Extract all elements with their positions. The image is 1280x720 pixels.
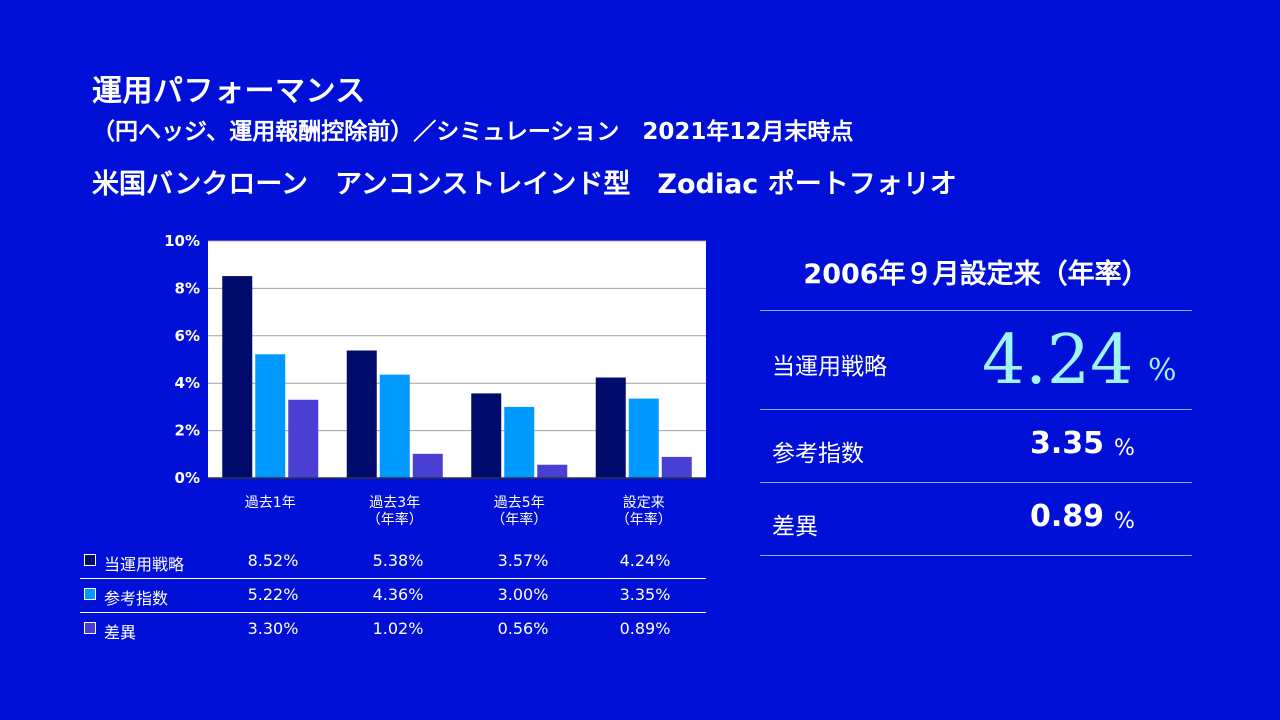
table-row: 差異 3.30% 1.02% 0.56% 0.89%	[80, 613, 706, 646]
summary-row-strategy: 当運用戦略 4.24 %	[760, 311, 1192, 410]
table-cell: 1.02%	[372, 619, 424, 638]
y-tick-label: 2%	[175, 422, 200, 440]
performance-table: 当運用戦略 8.52% 5.38% 3.57% 4.24% 参考指数 5.22%…	[80, 545, 706, 646]
bar	[504, 406, 535, 478]
row-label: 差異	[104, 623, 137, 642]
legend-swatch	[84, 588, 96, 600]
x-tick-label: （年率）	[616, 511, 672, 528]
table-cell: 3.00%	[497, 585, 549, 604]
bar	[255, 354, 286, 478]
bar	[628, 398, 659, 478]
bar	[288, 399, 319, 478]
table-cell: 3.35%	[619, 585, 671, 604]
bar	[379, 374, 410, 478]
y-tick-label: 8%	[175, 279, 200, 297]
summary-row-diff: 差異 0.89 %	[760, 483, 1192, 556]
y-tick-label: 4%	[175, 374, 200, 392]
x-tick-label: 過去1年	[245, 495, 296, 511]
bar	[661, 456, 692, 478]
bar	[222, 276, 253, 478]
table-row: 当運用戦略 8.52% 5.38% 3.57% 4.24%	[80, 545, 706, 579]
row-label: 当運用戦略	[104, 555, 185, 574]
table-cell: 3.57%	[497, 551, 549, 570]
y-tick-label: 10%	[164, 232, 200, 250]
row-label: 参考指数	[104, 589, 169, 608]
table-cell: 3.30%	[247, 619, 299, 638]
index-unit: %	[1114, 436, 1135, 461]
table-cell: 0.89%	[619, 619, 671, 638]
x-tick-label: （年率）	[367, 511, 423, 528]
summary-row-index: 参考指数 3.35 %	[760, 410, 1192, 483]
table-cell: 5.22%	[247, 585, 299, 604]
table-cell: 4.36%	[372, 585, 424, 604]
diff-value: 0.89	[1030, 499, 1105, 534]
strategy-unit: %	[1148, 353, 1177, 388]
bar	[346, 350, 377, 478]
performance-bar-chart: 0%2%4%6%8%10%過去1年 過去3年（年率）過去5年（年率）設定来（年率）	[164, 232, 706, 528]
table-row: 参考指数 5.22% 4.36% 3.00% 3.35%	[80, 579, 706, 613]
y-tick-label: 6%	[175, 327, 200, 345]
bar	[471, 393, 502, 478]
bar	[412, 453, 443, 478]
bar	[595, 377, 626, 478]
strategy-value: 4.24	[982, 321, 1134, 400]
index-value: 3.35	[1030, 426, 1105, 461]
diff-label: 差異	[772, 514, 818, 540]
y-tick-label: 0%	[175, 469, 200, 487]
table-cell: 4.24%	[619, 551, 671, 570]
legend-swatch	[84, 554, 96, 566]
table-cell: 0.56%	[497, 619, 549, 638]
diff-unit: %	[1114, 509, 1135, 534]
x-tick-label: 過去5年	[494, 495, 545, 511]
bar	[537, 464, 568, 478]
page-subtitle: （円ヘッジ、運用報酬控除前）／シミュレーション 2021年12月末時点	[92, 119, 854, 145]
x-tick-label: 過去3年	[369, 495, 420, 511]
strategy-label: 当運用戦略	[772, 354, 887, 380]
legend-swatch	[84, 622, 96, 634]
index-label: 参考指数	[772, 441, 864, 467]
summary-panel: 2006年９月設定来（年率） 当運用戦略 4.24 % 参考指数 3.35 % …	[760, 250, 1192, 556]
page-title: 運用パフォーマンス	[92, 74, 366, 109]
summary-title: 2006年９月設定来（年率）	[760, 250, 1192, 311]
table-cell: 5.38%	[372, 551, 424, 570]
x-tick-label: 設定来	[623, 495, 665, 511]
table-cell: 8.52%	[247, 551, 299, 570]
x-tick-label: （年率）	[491, 511, 547, 528]
portfolio-name: 米国バンクローン アンコンストレインド型 Zodiac ポートフォリオ	[92, 169, 957, 200]
